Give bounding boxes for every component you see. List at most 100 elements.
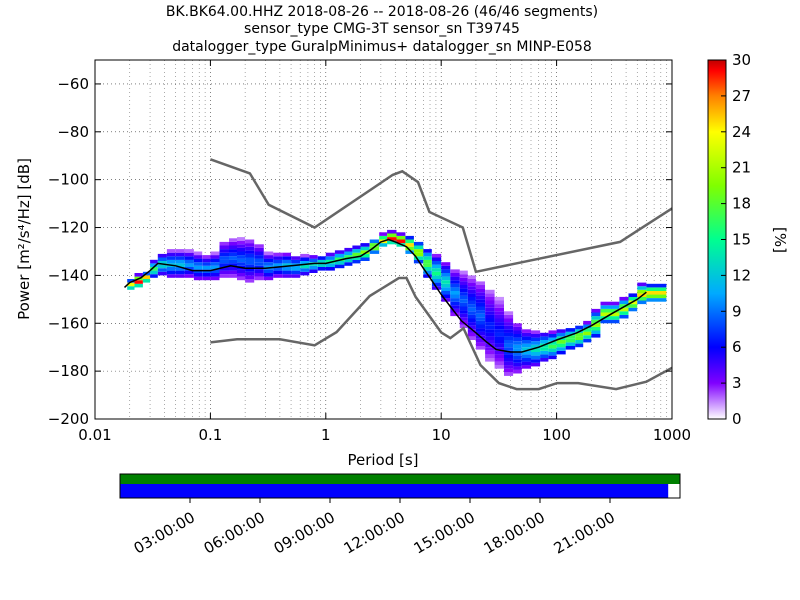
- heatmap-cell: [513, 341, 522, 345]
- heatmap-cell: [127, 282, 135, 287]
- heatmap-cell: [237, 262, 246, 266]
- heatmap-cell: [431, 271, 442, 276]
- heatmap-cell: [413, 256, 424, 260]
- heatmap-cell: [591, 319, 601, 324]
- heatmap-cell: [291, 274, 301, 278]
- colorbar-tick-label: 30: [732, 51, 751, 69]
- heatmap-cell: [263, 269, 274, 273]
- heatmap-cell: [494, 318, 504, 323]
- heatmap-cell: [540, 340, 549, 344]
- heatmap-cell: [450, 287, 460, 291]
- heatmap-cell: [229, 267, 237, 271]
- heatmap-cell: [513, 330, 522, 334]
- heatmap-cell: [245, 253, 255, 258]
- heatmap-cell: [475, 338, 485, 343]
- heatmap-cell: [513, 359, 522, 363]
- heatmap-cell: [494, 354, 504, 358]
- y-tick-label: −100: [48, 171, 89, 189]
- heatmap-cell: [184, 267, 194, 271]
- heatmap-cell: [210, 251, 220, 256]
- heatmap-cell: [548, 355, 557, 360]
- heatmap-cell: [556, 340, 566, 344]
- heatmap-cell: [475, 313, 485, 318]
- heatmap-cell: [565, 342, 576, 346]
- heatmap-cell: [521, 365, 531, 369]
- heatmap-cell: [441, 287, 451, 291]
- heatmap-cell: [504, 350, 514, 355]
- heatmap-cell: [175, 256, 185, 260]
- heatmap-cell: [405, 246, 414, 251]
- heatmap-cell: [166, 256, 176, 260]
- heatmap-cell: [521, 358, 531, 362]
- heatmap-cell: [360, 253, 370, 258]
- heatmap-cell: [521, 350, 531, 355]
- heatmap-cell: [405, 250, 414, 254]
- heatmap-cell: [450, 269, 460, 273]
- heatmap-cell: [309, 269, 318, 273]
- heatmap-cell: [459, 306, 468, 311]
- heatmap-cell: [619, 296, 629, 301]
- heatmap-cell: [245, 264, 255, 269]
- timeline-tick-label: 12:00:00: [341, 508, 408, 557]
- heatmap-cell: [600, 312, 610, 317]
- heatmap-cell: [467, 318, 476, 323]
- heatmap-cell: [450, 283, 460, 288]
- heatmap-cell: [423, 267, 432, 271]
- heatmap-cell: [396, 239, 406, 244]
- mode-curve: [123, 238, 647, 353]
- heatmap-cell: [475, 281, 485, 285]
- y-tick-label: −140: [48, 266, 89, 284]
- heatmap-cell: [504, 372, 514, 376]
- timeline-tick-label: 06:00:00: [201, 508, 268, 557]
- heatmap-cell: [521, 336, 531, 340]
- heatmap-cell: [441, 276, 451, 281]
- heatmap-cell: [504, 361, 514, 366]
- x-tick-label: 10: [432, 426, 451, 444]
- heatmap-cell: [150, 267, 158, 271]
- heatmap-cell: [565, 338, 576, 343]
- heatmap-cell: [245, 261, 255, 265]
- heatmap-cell: [628, 307, 638, 312]
- heatmap-cell: [273, 267, 283, 271]
- noise-model-curves: [209, 158, 673, 391]
- heatmap-cell: [504, 314, 514, 319]
- heatmap-cell: [485, 307, 495, 312]
- heatmap-cell: [459, 310, 468, 314]
- heatmap-cell: [344, 247, 353, 252]
- heatmap-cell: [423, 263, 432, 267]
- heatmap-cell: [467, 311, 476, 315]
- timeline-ticks: 03:00:00 06:00:00 09:00:00 12:00:00 15:00:00…: [131, 498, 618, 558]
- heatmap-cell: [396, 232, 406, 236]
- heatmap-cell: [254, 276, 264, 281]
- heatmap-cell: [245, 257, 255, 261]
- y-tick-label: −80: [57, 123, 89, 141]
- heatmap-cell: [540, 332, 549, 337]
- heatmap-cell: [334, 257, 345, 261]
- heatmap-cell: [485, 336, 495, 340]
- heatmap-cell: [531, 359, 541, 363]
- heatmap-cell: [237, 237, 246, 241]
- heatmap-cell: [254, 273, 264, 277]
- colorbar-ticks: 0 3 6 9 12 15 18 21 24 27 30: [721, 51, 751, 428]
- heatmap-cell: [245, 243, 255, 247]
- heatmap-cell: [317, 263, 326, 267]
- heatmap-cell: [273, 259, 283, 264]
- heatmap-cell: [352, 259, 361, 264]
- heatmap-cell: [556, 332, 566, 337]
- heatmap-cell: [504, 340, 514, 344]
- heatmap-cell: [254, 255, 264, 259]
- heatmap-cell: [202, 255, 211, 259]
- heatmap-cell: [467, 300, 476, 305]
- heatmap-cell: [360, 243, 370, 247]
- heatmap-cell: [494, 343, 504, 348]
- heatmap-cell: [150, 270, 158, 275]
- heatmap-cell: [467, 293, 476, 297]
- heatmap-cell: [334, 253, 345, 258]
- heatmap-cell: [229, 252, 237, 257]
- heatmap-cell: [317, 267, 326, 271]
- heatmap-cell: [166, 259, 176, 264]
- heatmap-cell: [237, 258, 246, 263]
- heatmap-cell: [459, 274, 468, 278]
- heatmap-cell: [166, 249, 176, 253]
- heatmap-cell: [513, 366, 522, 370]
